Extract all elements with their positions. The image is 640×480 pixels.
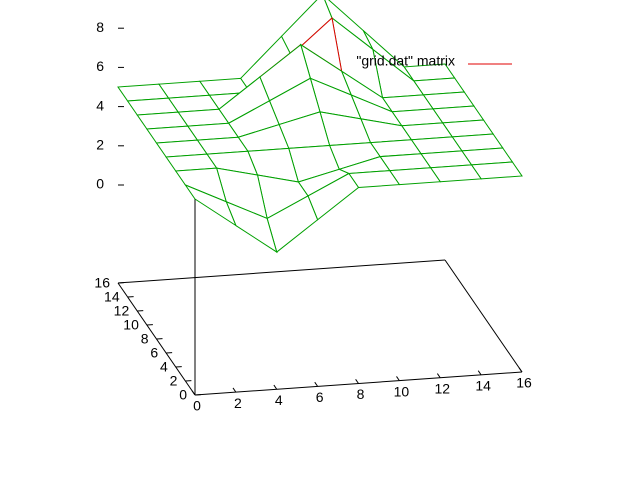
x-tick-label: 14 xyxy=(475,378,491,394)
x-tick-label: 6 xyxy=(316,389,324,405)
x-tick xyxy=(396,376,400,381)
x-tick xyxy=(518,367,523,373)
y-tick-label: 6 xyxy=(150,345,158,361)
x-tick xyxy=(273,384,278,390)
x-tick-label: 10 xyxy=(394,383,410,399)
z-tick-label: 2 xyxy=(96,137,104,153)
z-tick-label: 6 xyxy=(96,58,104,74)
x-tick-label: 8 xyxy=(357,386,365,402)
y-tick-label: 0 xyxy=(179,387,187,403)
base-edge xyxy=(117,259,446,284)
x-tick xyxy=(191,390,196,396)
y-tick-label: 8 xyxy=(141,331,149,347)
x-tick-label: 12 xyxy=(434,380,450,396)
y-tick-label: 10 xyxy=(123,317,139,333)
surface-cell xyxy=(184,183,237,227)
base-edge xyxy=(444,259,523,373)
y-tick-label: 12 xyxy=(114,303,130,319)
y-tick-label: 4 xyxy=(160,359,168,375)
y-tick-label: 16 xyxy=(94,275,110,291)
y-tick-label: 14 xyxy=(104,289,120,305)
x-tick-label: 0 xyxy=(193,398,201,414)
legend-label: "grid.dat" matrix xyxy=(356,53,455,69)
x-tick-label: 2 xyxy=(234,395,242,411)
z-tick-label: 8 xyxy=(96,19,104,35)
y-tick-label: 2 xyxy=(170,373,178,389)
z-tick-label: 0 xyxy=(96,176,104,192)
x-tick xyxy=(436,373,441,379)
z-tick-label: 4 xyxy=(96,97,104,113)
x-tick xyxy=(355,379,359,384)
x-tick-label: 4 xyxy=(275,392,283,408)
x-tick xyxy=(314,381,319,387)
x-tick xyxy=(477,370,482,376)
x-tick-label: 16 xyxy=(516,375,532,391)
x-tick xyxy=(232,387,237,393)
